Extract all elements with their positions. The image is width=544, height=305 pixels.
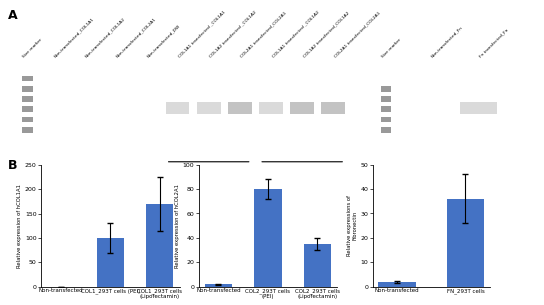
Bar — [254, 189, 282, 287]
Bar — [259, 102, 283, 114]
Bar — [11, 106, 33, 112]
Y-axis label: Relative expression of hCOL1A1: Relative expression of hCOL1A1 — [17, 184, 22, 268]
Bar — [290, 102, 314, 114]
Bar — [371, 127, 391, 133]
Text: A: A — [8, 9, 18, 22]
Bar — [371, 86, 391, 92]
Text: Non-transfected_COL2A1: Non-transfected_COL2A1 — [115, 17, 157, 59]
Y-axis label: Relative expression of hCOL2A1: Relative expression of hCOL2A1 — [175, 184, 180, 268]
Bar — [447, 199, 484, 287]
Bar — [146, 204, 173, 287]
Bar — [97, 238, 123, 287]
Text: Lipofectamin: Lipofectamin — [280, 172, 325, 178]
Bar — [166, 102, 189, 114]
Text: Non-transfected_COL1A2: Non-transfected_COL1A2 — [84, 17, 126, 59]
Text: Size marker: Size marker — [22, 38, 43, 59]
Y-axis label: Relative expressions of
Fibronectin: Relative expressions of Fibronectin — [347, 195, 358, 256]
Text: COL1A1 transfected _COL1A1: COL1A1 transfected _COL1A1 — [177, 10, 226, 59]
Text: COL1A2 transfected _COL1A2: COL1A2 transfected _COL1A2 — [209, 10, 257, 59]
Text: Non-transfected_COL1A1: Non-transfected_COL1A1 — [53, 17, 95, 59]
Text: Non-transfected_DW: Non-transfected_DW — [146, 23, 181, 59]
Text: Fn transfected_Fn: Fn transfected_Fn — [479, 28, 509, 59]
Bar — [205, 284, 232, 287]
Bar — [11, 86, 33, 92]
Bar — [371, 106, 391, 112]
Text: B: B — [8, 159, 17, 172]
Text: Size marker: Size marker — [381, 38, 402, 59]
Bar — [11, 76, 33, 81]
Bar — [11, 127, 33, 133]
Text: COL2A1 transfected_COL2A1: COL2A1 transfected_COL2A1 — [333, 11, 381, 59]
Bar — [11, 96, 33, 102]
Text: PEI: PEI — [203, 172, 214, 178]
Bar — [371, 117, 391, 123]
Bar — [197, 102, 220, 114]
Bar — [322, 102, 345, 114]
Bar — [460, 102, 497, 114]
Bar — [378, 282, 416, 287]
Bar — [11, 117, 33, 123]
Bar — [304, 244, 331, 287]
Text: COL1A1 transfected _COL1A2: COL1A1 transfected _COL1A2 — [271, 10, 320, 59]
Bar — [228, 102, 252, 114]
Text: COL1A2 transfected_COL1A2: COL1A2 transfected_COL1A2 — [302, 11, 350, 59]
Bar — [371, 96, 391, 102]
Text: Non-transfected_Fn: Non-transfected_Fn — [430, 25, 463, 59]
Text: COL2A1 transfected_COL2A1: COL2A1 transfected_COL2A1 — [240, 11, 287, 59]
